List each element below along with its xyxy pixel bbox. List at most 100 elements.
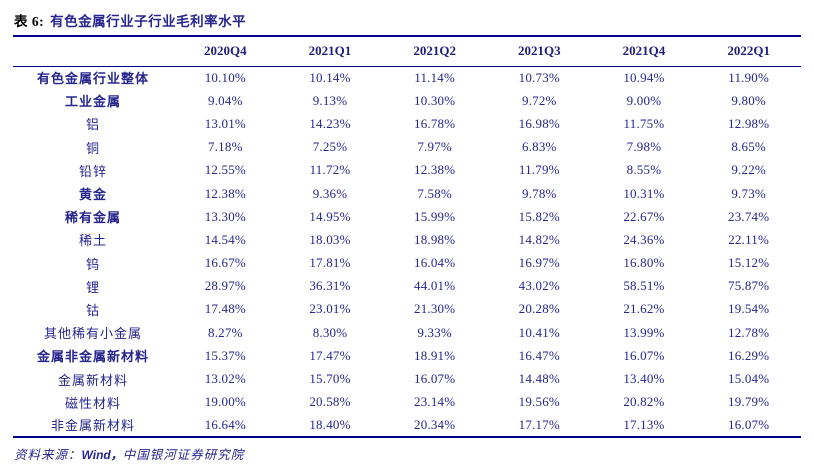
source-wind: Wind， — [81, 448, 123, 462]
margin-value-cell: 17.13% — [623, 416, 665, 432]
margin-value-cell: 7.97% — [417, 139, 452, 155]
margin-value-cell: 43.02% — [518, 278, 560, 294]
margin-value-cell: 23.14% — [414, 394, 456, 410]
margin-value-cell: 12.78% — [728, 324, 770, 340]
margin-value-cell: 19.79% — [728, 394, 770, 410]
margin-value-cell: 16.07% — [728, 416, 770, 432]
margin-value-cell: 11.75% — [623, 115, 665, 131]
margin-value-cell: 16.47% — [518, 347, 560, 363]
table-row: 黄金 12.38% 9.36% 7.58% 9.78% 10.31% 9.73% — [13, 182, 801, 205]
margin-value-cell: 9.72% — [522, 92, 557, 108]
column-header-2021q3: 2021Q3 — [486, 37, 592, 67]
table-row: 工业金属 9.04% 9.13% 10.30% 9.72% 9.00% 9.80% — [13, 89, 801, 112]
margin-value-cell: 16.80% — [623, 255, 665, 271]
margin-value-cell: 18.98% — [414, 231, 456, 247]
margin-value-cell: 11.72% — [309, 162, 351, 178]
margin-value-cell: 14.95% — [309, 208, 351, 224]
row-label: 钴 — [85, 302, 100, 318]
row-label: 非金属新材料 — [50, 418, 135, 434]
table-row: 非金属新材料 16.64% 18.40% 20.34% 17.17% 17.13% 16.0… — [13, 414, 801, 437]
margin-value-cell: 19.56% — [518, 394, 560, 410]
margin-value-cell: 7.25% — [312, 139, 348, 155]
table-row: 金属新材料 13.02% 15.70% 16.07% 14.48% 13.40% 15.04… — [13, 367, 801, 390]
row-label: 金属新材料 — [57, 372, 128, 388]
margin-value-cell: 10.73% — [518, 69, 560, 85]
margin-value-cell: 44.01% — [414, 278, 456, 294]
margin-value-cell: 15.04% — [728, 371, 770, 387]
table-row: 钴 17.48% 23.01% 21.30% 20.28% 21.62% 19.54% — [13, 298, 801, 321]
margin-value-cell: 12.55% — [204, 162, 246, 178]
margin-value-cell: 14.54% — [204, 231, 246, 247]
row-label: 钨 — [85, 256, 100, 272]
row-label: 其他稀有小金属 — [43, 326, 142, 342]
margin-value-cell: 19.00% — [204, 394, 246, 410]
margin-value-cell: 10.41% — [518, 324, 560, 340]
margin-value-cell: 17.17% — [518, 416, 560, 432]
margin-value-cell: 23.74% — [728, 208, 770, 224]
table-row: 有色金属行业整体 10.10% 10.14% 11.14% 10.73% 10.94% 11… — [13, 66, 801, 89]
gross-margin-table: 2020Q4 2021Q1 2021Q2 2021Q3 2021Q4 2022Q… — [13, 37, 801, 438]
row-label: 磁性材料 — [64, 395, 121, 411]
source-label: 资料来源： — [14, 448, 82, 462]
margin-value-cell: 20.58% — [309, 394, 351, 410]
margin-value-cell: 58.51% — [623, 278, 665, 294]
margin-value-cell: 18.40% — [309, 416, 351, 432]
margin-value-cell: 13.01% — [204, 115, 246, 131]
margin-value-cell: 36.31% — [309, 278, 351, 294]
margin-value-cell: 75.87% — [728, 278, 770, 294]
margin-value-cell: 8.30% — [312, 324, 348, 340]
table-row: 其他稀有小金属 8.27% 8.30% 9.33% 10.41% 13.99% 12.78% — [13, 321, 801, 344]
margin-value-cell: 7.58% — [417, 185, 452, 201]
margin-value-cell: 9.78% — [522, 185, 557, 201]
table-body: 有色金属行业整体 10.10% 10.14% 11.14% 10.73% 10.94% 11… — [13, 66, 801, 437]
margin-value-cell: 12.38% — [414, 162, 456, 178]
table-row: 钨 16.67% 17.81% 16.04% 16.97% 16.80% 15.12% — [13, 252, 801, 275]
margin-value-cell: 20.82% — [623, 394, 665, 410]
margin-value-cell: 9.00% — [626, 92, 662, 108]
margin-value-cell: 16.07% — [414, 371, 456, 387]
table-row: 稀有金属 13.30% 14.95% 15.99% 15.82% 22.67% 23.74% — [13, 205, 801, 228]
column-header-2020q4: 2020Q4 — [173, 37, 278, 67]
margin-value-cell: 13.99% — [623, 324, 665, 340]
margin-value-cell: 12.98% — [728, 115, 770, 131]
source-note: 资料来源：Wind，中国银河证券研究院 — [13, 438, 801, 463]
row-label: 锂 — [85, 279, 100, 295]
row-label: 铜 — [85, 140, 100, 156]
row-label: 铅锌 — [78, 163, 107, 179]
column-header-2021q2: 2021Q2 — [382, 37, 487, 67]
margin-value-cell: 11.14% — [414, 69, 456, 85]
margin-value-cell: 28.97% — [204, 278, 246, 294]
source-org: 中国银河证券研究院 — [122, 448, 245, 462]
table-row: 铅锌 12.55% 11.72% 12.38% 11.79% 8.55% 9.22% — [13, 159, 801, 182]
margin-value-cell: 17.48% — [204, 301, 246, 317]
margin-value-cell: 16.29% — [728, 347, 770, 363]
row-label: 稀有金属 — [64, 210, 121, 226]
margin-value-cell: 8.27% — [208, 324, 243, 340]
table-row: 金属非金属新材料 15.37% 17.47% 18.91% 16.47% 16.07% 16… — [13, 344, 801, 367]
margin-value-cell: 15.70% — [309, 371, 351, 387]
margin-value-cell: 14.48% — [518, 371, 560, 387]
row-label-column-header — [13, 37, 173, 67]
margin-value-cell: 23.01% — [309, 301, 351, 317]
margin-value-cell: 12.38% — [204, 185, 246, 201]
margin-value-cell: 6.83% — [522, 139, 557, 155]
margin-value-cell: 11.90% — [728, 69, 770, 85]
margin-value-cell: 9.80% — [731, 92, 766, 108]
margin-value-cell: 22.67% — [623, 208, 665, 224]
margin-value-cell: 17.47% — [309, 347, 351, 363]
row-label: 黄金 — [78, 187, 107, 203]
table-row: 铝 13.01% 14.23% 16.78% 16.98% 11.75% 12.98% — [13, 112, 801, 135]
table-row: 铜 7.18% 7.25% 7.97% 6.83% 7.98% 8.65% — [13, 136, 801, 159]
column-header-2021q1: 2021Q1 — [277, 37, 383, 67]
table-title: 表 6: 有色金属行业子行业毛利率水平 — [13, 8, 801, 37]
margin-value-cell: 13.40% — [623, 371, 665, 387]
margin-value-cell: 13.02% — [204, 371, 246, 387]
header-row: 2020Q4 2021Q1 2021Q2 2021Q3 2021Q4 2022Q… — [13, 37, 801, 67]
row-label: 有色金属行业整体 — [36, 71, 149, 87]
margin-value-cell: 9.04% — [208, 92, 243, 108]
margin-value-cell: 11.79% — [518, 162, 560, 178]
margin-value-cell: 17.81% — [309, 255, 351, 271]
table-row: 锂 28.97% 36.31% 44.01% 43.02% 58.51% 75.87% — [13, 275, 801, 298]
margin-value-cell: 9.13% — [312, 92, 348, 108]
table-row: 稀土 14.54% 18.03% 18.98% 14.82% 24.36% 22.11% — [13, 228, 801, 251]
